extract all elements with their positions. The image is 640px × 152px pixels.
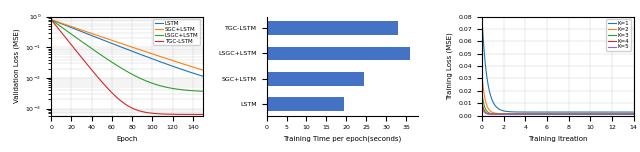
K=3 [501,113,509,115]
TGC-LSTM [47,19,55,21]
SGC+LSTM [138,49,145,51]
K=2 [488,111,496,113]
K=3 [595,113,602,115]
Line: K=1: K=1 [482,17,634,112]
K=1 [478,16,486,18]
LSTM [120,47,128,49]
LSTM [172,66,179,68]
K=2 [501,113,509,115]
K=3 [505,113,513,115]
Bar [267,72,364,86]
Line: LSTM: LSTM [51,20,203,76]
K=5 [543,113,551,115]
TGC-LSTM [172,113,179,115]
K=1 [488,99,496,101]
K=3 [488,113,496,115]
LSGC+LSTM [138,78,145,80]
K=2 [505,113,513,115]
K=2 [630,113,637,115]
K=4 [478,101,486,103]
Line: TGC-LSTM: TGC-LSTM [51,20,203,114]
Line: SGC+LSTM: SGC+LSTM [51,20,203,70]
X-axis label: Training Itreation: Training Itreation [528,136,588,142]
Y-axis label: Validation Loss (MSE): Validation Loss (MSE) [13,29,20,103]
TGC-LSTM [199,114,207,115]
Bar [267,21,398,35]
K=1 [505,111,513,113]
LSTM [129,51,137,53]
LSGC+LSTM [120,68,127,70]
K=3 [630,113,637,115]
K=1 [501,110,509,112]
LSTM [199,75,207,77]
LSGC+LSTM [129,74,137,76]
K=3 [488,113,496,115]
SGC+LSTM [195,68,203,70]
K=4 [488,113,496,115]
K=2 [604,113,611,115]
TGC-LSTM [129,108,137,110]
K=3 [575,113,582,115]
Line: K=2: K=2 [482,74,634,114]
K=3 [508,113,515,115]
TGC-LSTM [138,111,145,112]
K=4 [501,113,509,115]
K=5 [501,113,509,115]
K=3 [478,91,486,93]
K=2 [488,111,496,113]
K=5 [508,113,515,115]
K=5 [488,113,496,115]
X-axis label: Epoch: Epoch [116,136,138,142]
K=4 [630,113,637,115]
K=1 [488,100,496,102]
K=1 [630,111,637,113]
TGC-LSTM [195,114,203,115]
TGC-LSTM [120,102,127,104]
K=1 [508,111,515,113]
Bar [267,97,344,111]
Line: K=3: K=3 [482,92,634,114]
K=2 [478,73,486,74]
SGC+LSTM [172,61,179,62]
Bar [267,47,410,60]
SGC+LSTM [47,19,55,21]
Legend: K=1, K=2, K=3, K=4, K=5: K=1, K=2, K=3, K=4, K=5 [606,19,631,51]
LSTM [47,19,55,21]
K=2 [508,113,515,115]
K=4 [488,113,496,115]
Line: K=4: K=4 [482,102,634,114]
K=5 [595,113,602,115]
K=5 [505,113,513,115]
LSTM [120,47,127,49]
K=2 [593,113,601,115]
X-axis label: Training Time per epoch(seconds): Training Time per epoch(seconds) [284,136,401,142]
LSTM [138,54,145,56]
LSGC+LSTM [195,90,203,92]
SGC+LSTM [129,47,137,48]
TGC-LSTM [120,102,128,104]
K=5 [488,113,496,115]
K=4 [505,113,513,115]
K=4 [556,113,564,115]
Y-axis label: Training Loss (MSE): Training Loss (MSE) [447,32,453,100]
Line: LSGC+LSTM: LSGC+LSTM [51,20,203,91]
Line: K=5: K=5 [482,106,634,114]
SGC+LSTM [120,44,128,45]
K=4 [595,113,602,115]
LSGC+LSTM [172,88,179,90]
K=1 [593,111,601,113]
SGC+LSTM [120,43,127,45]
LSGC+LSTM [199,90,207,92]
SGC+LSTM [199,69,207,71]
K=4 [508,113,515,115]
K=5 [478,105,486,107]
Legend: LSTM, SGC+LSTM, LSGC+LSTM, TGC-LSTM: LSTM, SGC+LSTM, LSGC+LSTM, TGC-LSTM [153,19,200,45]
LSGC+LSTM [47,19,55,21]
LSGC+LSTM [120,69,128,71]
K=5 [630,113,637,115]
LSTM [195,74,203,76]
